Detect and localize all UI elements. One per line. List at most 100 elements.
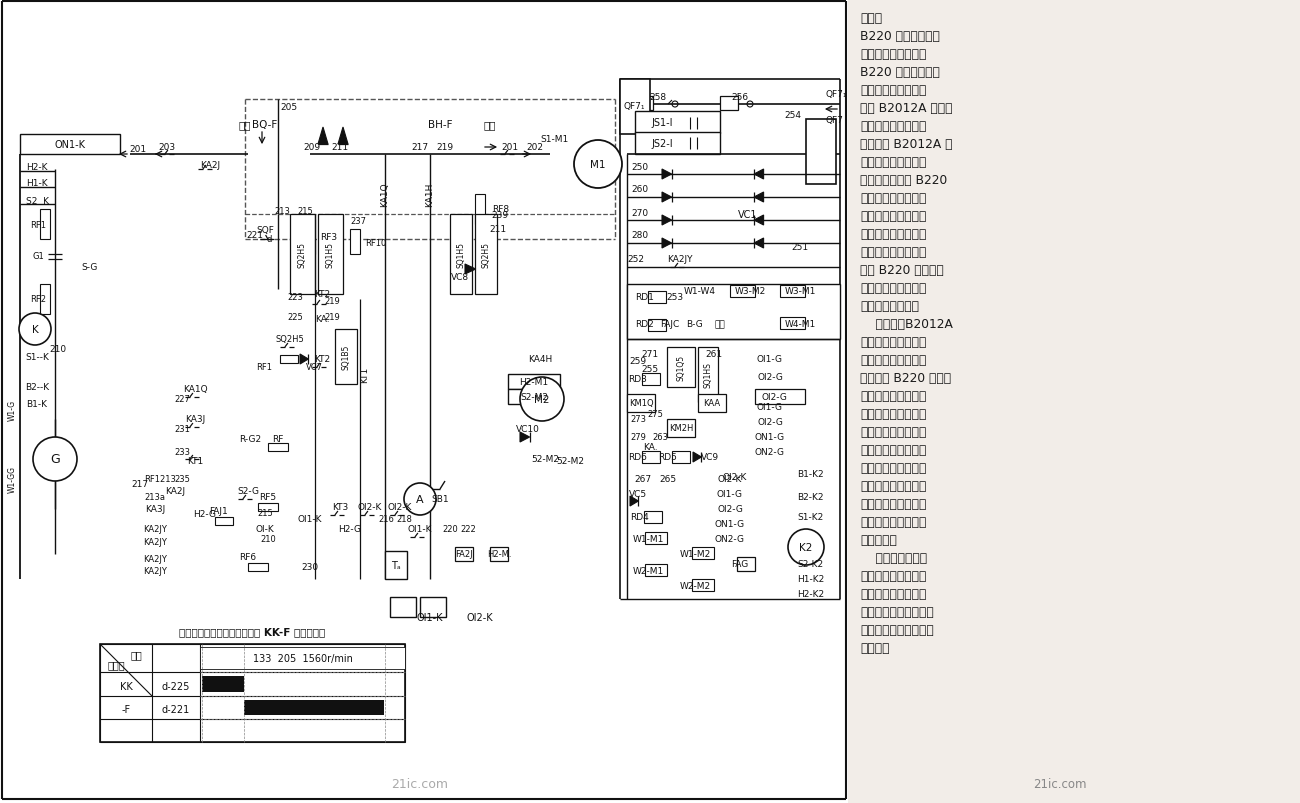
Text: W1-W4: W1-W4 — [684, 287, 716, 296]
Bar — [634, 132, 720, 155]
Polygon shape — [754, 216, 763, 226]
Text: B2--K: B2--K — [25, 383, 49, 392]
Text: 219: 219 — [324, 297, 339, 306]
Bar — [698, 348, 718, 402]
Bar — [731, 286, 755, 298]
Circle shape — [32, 438, 77, 482]
Polygon shape — [630, 496, 638, 507]
Text: 279: 279 — [630, 433, 646, 442]
Text: 电机电压自动调整系: 电机电压自动调整系 — [861, 569, 927, 582]
Text: 253: 253 — [667, 293, 684, 302]
Text: W2-M2: W2-M2 — [680, 582, 711, 591]
Text: OI2-G: OI2-G — [757, 418, 783, 427]
Text: SQ1HS: SQ1HS — [703, 361, 712, 388]
Text: KA2JY: KA2JY — [667, 255, 693, 264]
Text: 237: 237 — [350, 218, 367, 226]
Text: 255: 255 — [641, 365, 659, 374]
Text: B1-K2: B1-K2 — [797, 470, 824, 479]
Text: JS1-I: JS1-I — [651, 118, 672, 128]
Text: S1-K2: S1-K2 — [797, 513, 823, 522]
Text: KA.: KA. — [315, 315, 329, 324]
Bar — [672, 451, 690, 463]
Text: 205: 205 — [280, 104, 298, 112]
Polygon shape — [300, 355, 308, 365]
Bar — [318, 214, 343, 295]
Text: W1-M1: W1-M1 — [632, 535, 664, 544]
Text: RF: RF — [272, 435, 283, 444]
Text: 为了减小电动机的转: 为了减小电动机的转 — [861, 443, 927, 456]
Text: W1-M2: W1-M2 — [680, 550, 711, 559]
Text: S1-M1: S1-M1 — [541, 136, 569, 145]
Text: B220 型龙门刨床电: B220 型龙门刨床电 — [861, 30, 940, 43]
Text: M1: M1 — [590, 160, 606, 169]
Text: 223: 223 — [287, 293, 303, 302]
Bar — [667, 348, 696, 388]
Text: 21ic.com: 21ic.com — [1034, 777, 1087, 790]
Text: H2-G: H2-G — [338, 525, 361, 534]
Bar — [214, 517, 233, 525]
Text: RF10: RF10 — [365, 238, 386, 247]
Text: -F: -F — [121, 704, 130, 715]
Text: SQ1B5: SQ1B5 — [342, 344, 351, 369]
Text: H2-M1: H2-M1 — [520, 378, 549, 387]
Text: VC7: VC7 — [306, 363, 322, 372]
Polygon shape — [465, 265, 476, 275]
Text: KM1Q: KM1Q — [629, 399, 654, 408]
Text: KT1: KT1 — [187, 457, 203, 466]
Text: 219: 219 — [324, 313, 339, 322]
Text: RD1: RD1 — [636, 293, 654, 302]
Text: KA.: KA. — [642, 443, 658, 452]
Bar — [450, 214, 472, 295]
Text: 以使拖动系统的过渡: 以使拖动系统的过渡 — [861, 497, 927, 511]
Text: 电时间常数，从而可: 电时间常数，从而可 — [861, 479, 927, 492]
Text: 203: 203 — [159, 143, 176, 153]
Text: 节和 B2012A 型龙门: 节和 B2012A 型龙门 — [861, 102, 953, 115]
Text: SQ1H5: SQ1H5 — [325, 242, 334, 267]
Text: 211: 211 — [332, 143, 348, 153]
Bar — [455, 548, 473, 561]
Text: RD5: RD5 — [659, 453, 677, 462]
Bar — [508, 389, 560, 405]
Text: KA1H: KA1H — [425, 182, 434, 207]
Polygon shape — [754, 169, 763, 180]
Text: B1-K: B1-K — [26, 400, 48, 409]
Bar — [335, 329, 358, 385]
Text: RF1213: RF1213 — [144, 475, 176, 484]
Bar — [257, 503, 278, 512]
Text: Tₐ: Tₐ — [391, 560, 400, 570]
Bar — [306, 220, 315, 255]
Text: 222: 222 — [460, 525, 476, 534]
Text: 产的时间。: 产的时间。 — [861, 533, 897, 546]
Text: 气原理图中有许多环: 气原理图中有许多环 — [861, 84, 927, 97]
Text: 252: 252 — [628, 255, 645, 264]
Text: ON1-G: ON1-G — [715, 520, 745, 529]
Text: d: d — [266, 235, 272, 244]
Text: 的混合调速方法。: 的混合调速方法。 — [861, 300, 919, 312]
Bar — [645, 565, 667, 577]
Circle shape — [404, 483, 436, 516]
Text: 不同的是 B2012A 龙: 不同的是 B2012A 龙 — [861, 138, 953, 151]
Text: RF8: RF8 — [491, 206, 510, 214]
Text: KA4H: KA4H — [528, 355, 552, 364]
Text: 210: 210 — [260, 535, 276, 544]
Text: OI2-G: OI2-G — [718, 505, 742, 514]
Text: 271: 271 — [641, 350, 659, 359]
Text: 258: 258 — [650, 93, 667, 102]
Text: 213a: 213a — [144, 493, 165, 502]
Text: KA2JY: KA2JY — [143, 538, 166, 547]
Text: 230: 230 — [302, 563, 318, 572]
Text: 以外，还采用了改变: 以外，还采用了改变 — [861, 228, 927, 241]
Text: 209: 209 — [303, 143, 321, 153]
Text: VC1: VC1 — [738, 210, 758, 220]
Polygon shape — [754, 238, 763, 249]
Text: KAA: KAA — [703, 399, 720, 408]
Text: W4-M1: W4-M1 — [784, 320, 815, 329]
Bar — [420, 597, 446, 618]
Text: QF7₁: QF7₁ — [826, 91, 848, 100]
Text: KA2JY: KA2JY — [143, 555, 166, 564]
Bar — [737, 557, 755, 571]
Text: H2-K: H2-K — [26, 163, 48, 173]
Bar — [780, 318, 805, 329]
Circle shape — [520, 377, 564, 422]
Text: W2-M1: W2-M1 — [632, 567, 663, 576]
